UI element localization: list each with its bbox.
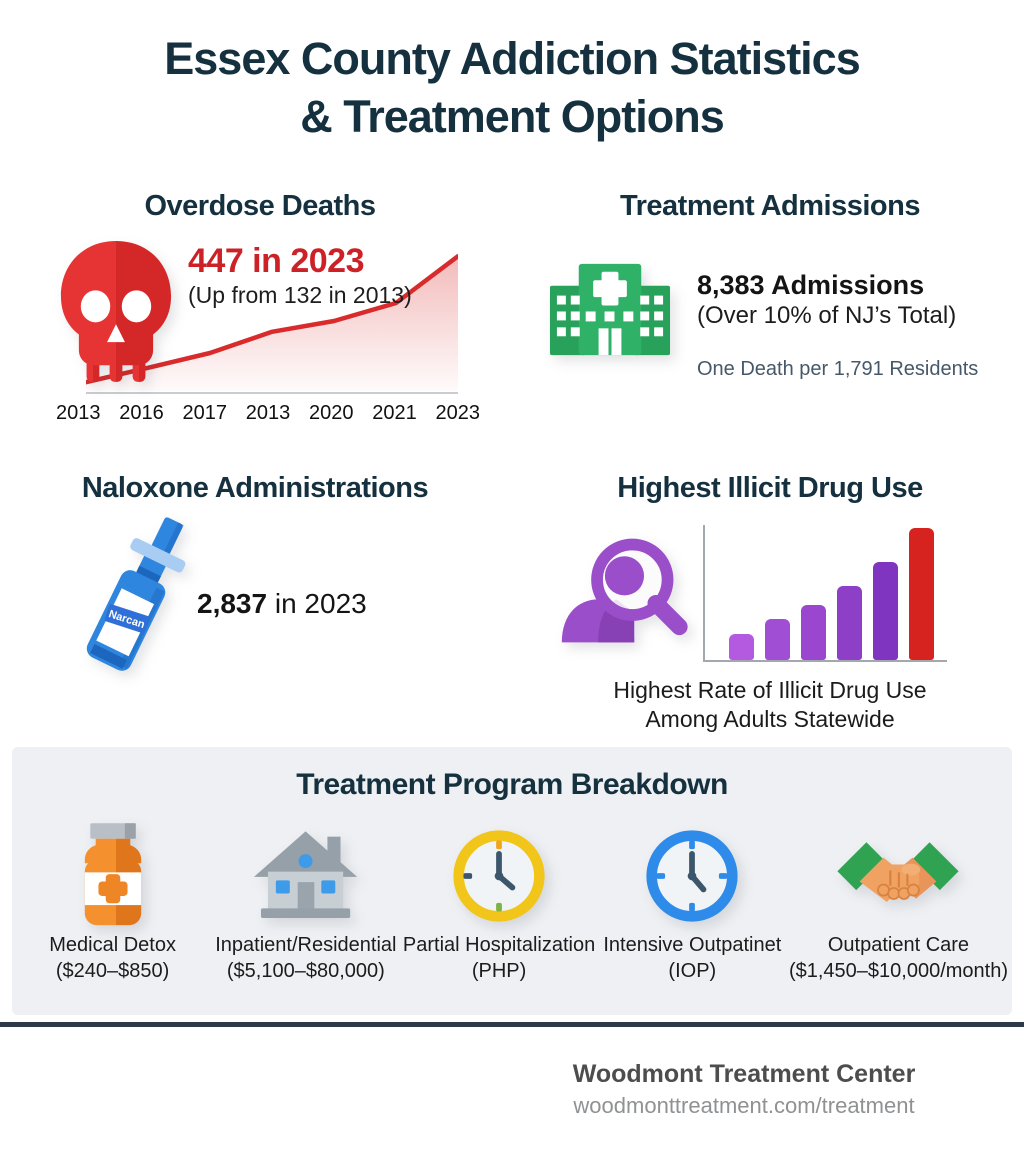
illicit-bar xyxy=(765,619,790,660)
admissions-section-title: Treatment Admissions xyxy=(620,190,920,222)
page-title-line2: & Treatment Options xyxy=(300,90,725,142)
overdose-trend-line xyxy=(86,253,458,385)
naloxone-stat-number: 2,837 xyxy=(197,588,268,619)
program-item-medical-detox: Medical Detox ($240–$850) xyxy=(16,820,209,984)
naloxone-section-title: Naloxone Administrations xyxy=(81,472,429,504)
footer-org-name: Woodmont Treatment Center xyxy=(572,1060,916,1088)
x-tick-label: 2020 xyxy=(309,402,354,424)
person-magnifier-icon xyxy=(552,518,694,666)
illicit-bar xyxy=(801,605,826,660)
program-detail: ($1,450–$10,000/month) xyxy=(788,960,1008,982)
illicit-caption: Highest Rate of Illicit Drug Use Among A… xyxy=(545,676,995,734)
programs-title: Treatment Program Breakdown xyxy=(296,768,728,801)
program-item-php: Partial Hospitalization (PHP) xyxy=(402,820,595,984)
admissions-stat-note: (Over 10% of NJ’s Total) xyxy=(697,302,957,329)
clock-yellow-icon xyxy=(451,820,547,932)
program-item-inpatient: Inpatient/Residential ($5,100–$80,000) xyxy=(209,820,402,984)
naloxone-stat-year: in 2023 xyxy=(267,588,367,619)
illicit-bar xyxy=(729,634,754,660)
skull-icon xyxy=(52,238,180,390)
naloxone-stat: 2,837 in 2023 xyxy=(197,588,367,620)
overdose-axis-baseline xyxy=(86,392,458,394)
handshake-icon xyxy=(834,820,962,932)
narcan-spray-icon: Narcan xyxy=(72,508,202,688)
program-name: Intensive Outpatinet xyxy=(603,934,782,956)
x-tick-label: 2023 xyxy=(435,402,481,424)
overdose-area-fill xyxy=(86,256,458,391)
illicit-bar xyxy=(873,562,898,660)
overdose-area-chart xyxy=(86,253,458,391)
illicit-caption-line1: Highest Rate of Illicit Drug Use xyxy=(613,677,927,703)
program-name: Inpatient/Residential xyxy=(215,934,397,956)
page-title-line1: Essex County Addiction Statistics xyxy=(164,33,860,84)
overdose-stat: 447 in 2023 xyxy=(188,242,364,280)
program-detail: ($5,100–$80,000) xyxy=(226,960,385,982)
program-item-outpatient: Outpatient Care ($1,450–$10,000/month) xyxy=(789,820,1008,984)
programs-row: Medical Detox ($240–$850) Inpatient/Resi… xyxy=(16,820,1008,984)
page-title: Essex County Addiction Statistics & Trea… xyxy=(0,30,1024,145)
footer-url: woodmonttreatment.com/treatment xyxy=(573,1093,915,1118)
x-tick-label: 2017 xyxy=(182,402,228,424)
x-tick-label: 2013 xyxy=(245,402,291,424)
x-tick-label: 2016 xyxy=(119,402,164,424)
program-detail: ($240–$850) xyxy=(55,960,170,982)
program-name: Partial Hospitalization xyxy=(402,934,596,956)
overdose-x-axis-labels: 2013 2016 2017 2013 2020 2021 2023 xyxy=(56,402,480,425)
illicit-bar xyxy=(837,586,862,660)
illicit-section-title: Highest Illicit Drug Use xyxy=(617,472,923,504)
admissions-stat: 8,383 Admissions xyxy=(697,270,925,300)
program-name: Outpatient Care xyxy=(827,934,970,956)
overdose-stat-note: (Up from 132 in 2013) xyxy=(188,282,412,308)
program-name: Medical Detox xyxy=(49,934,176,956)
hospital-icon xyxy=(548,250,672,368)
program-item-iop: Intensive Outpatinet (IOP) xyxy=(596,820,789,984)
footer: Woodmont Treatment Center woodmonttreatm… xyxy=(444,1060,1024,1119)
clock-blue-icon xyxy=(644,820,740,932)
x-tick-label: 2013 xyxy=(56,402,101,424)
illicit-bar xyxy=(909,528,934,660)
footer-divider xyxy=(0,1022,1024,1027)
pill-bottle-icon xyxy=(63,820,163,932)
illicit-bar-chart xyxy=(703,525,947,662)
illicit-caption-line2: Among Adults Statewide xyxy=(645,706,895,732)
overdose-section-title: Overdose Deaths xyxy=(144,190,376,222)
x-tick-label: 2021 xyxy=(372,402,417,424)
program-detail: (IOP) xyxy=(668,960,717,982)
program-detail: (PHP) xyxy=(471,960,527,982)
admissions-sub-note: One Death per 1,791 Residents xyxy=(697,358,979,380)
house-icon xyxy=(247,820,365,932)
